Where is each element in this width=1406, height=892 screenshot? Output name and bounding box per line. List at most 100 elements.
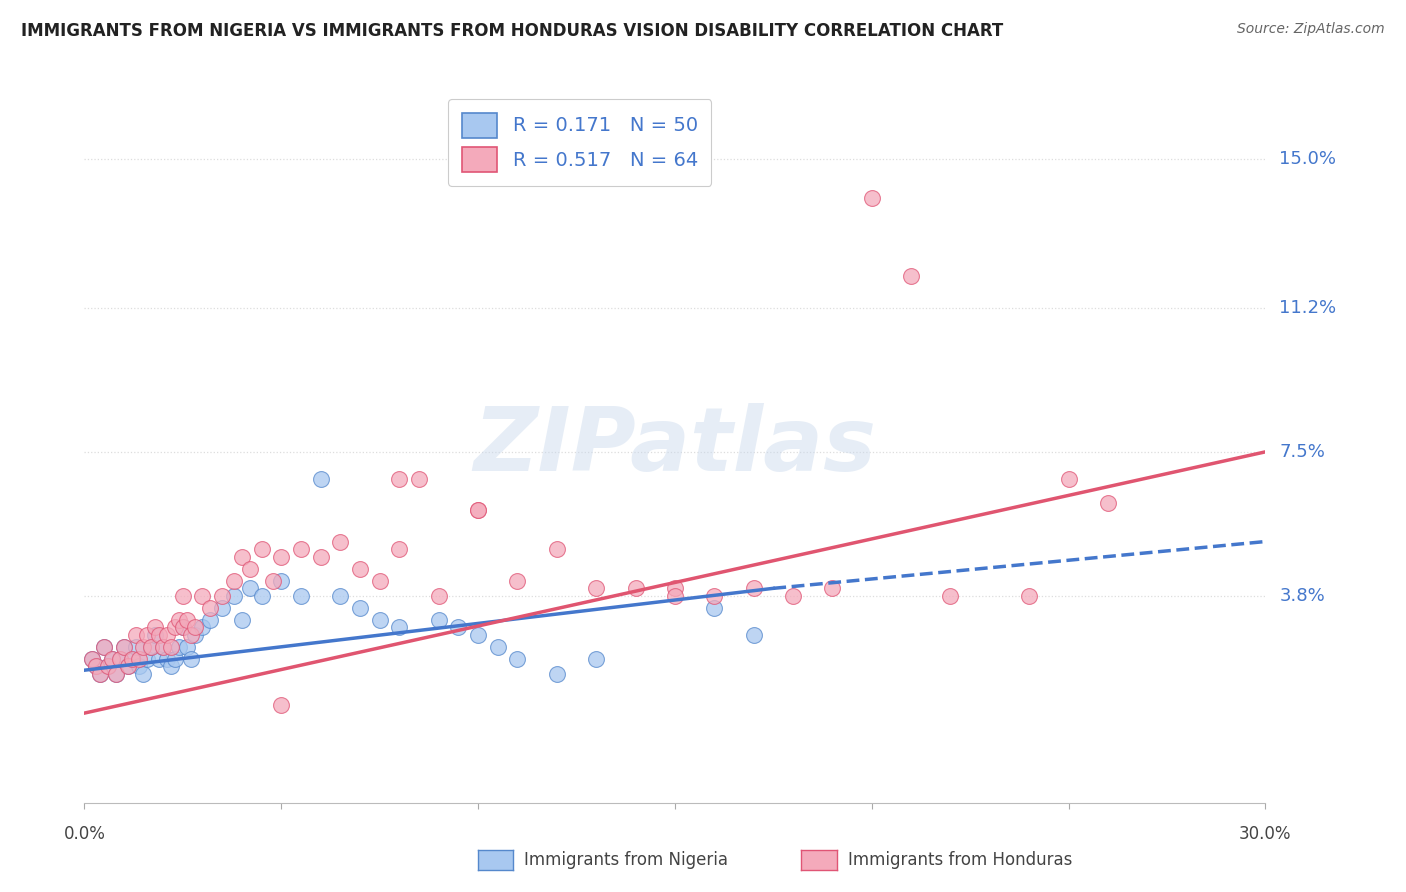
Point <box>262 574 284 588</box>
Text: IMMIGRANTS FROM NIGERIA VS IMMIGRANTS FROM HONDURAS VISION DISABILITY CORRELATIO: IMMIGRANTS FROM NIGERIA VS IMMIGRANTS FR… <box>21 22 1004 40</box>
Point <box>117 659 139 673</box>
Point <box>290 542 312 557</box>
Point <box>84 659 107 673</box>
Point <box>270 574 292 588</box>
Point <box>148 651 170 665</box>
Point <box>101 651 124 665</box>
Point <box>821 582 844 596</box>
Point <box>167 613 190 627</box>
Point <box>93 640 115 654</box>
Point <box>160 640 183 654</box>
Point <box>585 582 607 596</box>
Point <box>900 269 922 284</box>
Point <box>172 620 194 634</box>
Point <box>368 574 391 588</box>
Point <box>349 562 371 576</box>
Point <box>427 613 450 627</box>
Point <box>250 589 273 603</box>
Text: 7.5%: 7.5% <box>1279 442 1326 461</box>
Text: Immigrants from Nigeria: Immigrants from Nigeria <box>524 851 728 869</box>
Point <box>128 651 150 665</box>
Text: 3.8%: 3.8% <box>1279 587 1324 605</box>
Point <box>742 628 765 642</box>
Text: 15.0%: 15.0% <box>1279 151 1336 169</box>
Point <box>703 600 725 615</box>
Point <box>108 651 131 665</box>
Point <box>250 542 273 557</box>
Point <box>156 651 179 665</box>
Point <box>703 589 725 603</box>
Point <box>329 534 352 549</box>
Point <box>231 550 253 565</box>
Point <box>112 640 135 654</box>
Point <box>82 651 104 665</box>
Point <box>160 659 183 673</box>
Point <box>84 659 107 673</box>
Point <box>1097 495 1119 509</box>
Point <box>121 651 143 665</box>
Point <box>270 550 292 565</box>
Point <box>117 659 139 673</box>
Point <box>211 600 233 615</box>
Point <box>231 613 253 627</box>
Point <box>239 562 262 576</box>
Point <box>239 582 262 596</box>
Point <box>148 628 170 642</box>
Point <box>172 620 194 634</box>
Point <box>860 191 883 205</box>
Point <box>486 640 509 654</box>
Point <box>1018 589 1040 603</box>
Text: Immigrants from Honduras: Immigrants from Honduras <box>848 851 1073 869</box>
Point <box>136 651 159 665</box>
Text: 30.0%: 30.0% <box>1239 825 1292 843</box>
Point <box>388 472 411 486</box>
Point <box>156 628 179 642</box>
Point <box>141 640 163 654</box>
Text: ZIPatlas: ZIPatlas <box>474 402 876 490</box>
Point <box>222 574 245 588</box>
Point <box>132 667 155 681</box>
Point <box>309 550 332 565</box>
Point <box>368 613 391 627</box>
Point <box>664 582 686 596</box>
Point <box>101 651 124 665</box>
Point <box>447 620 470 634</box>
Point <box>309 472 332 486</box>
Point <box>664 589 686 603</box>
Point <box>176 613 198 627</box>
Text: 11.2%: 11.2% <box>1279 299 1337 317</box>
Point <box>349 600 371 615</box>
Point <box>97 659 120 673</box>
Point <box>191 620 214 634</box>
Point <box>93 640 115 654</box>
Point <box>388 620 411 634</box>
Point <box>112 640 135 654</box>
Point <box>89 667 111 681</box>
Point <box>128 659 150 673</box>
Point <box>167 640 190 654</box>
Point <box>211 589 233 603</box>
Point <box>132 640 155 654</box>
Point <box>329 589 352 603</box>
Point <box>136 628 159 642</box>
Point <box>427 589 450 603</box>
Point <box>89 667 111 681</box>
Point <box>467 503 489 517</box>
Point <box>172 589 194 603</box>
Point <box>180 651 202 665</box>
Point <box>506 574 529 588</box>
Point <box>143 620 166 634</box>
Point <box>467 628 489 642</box>
Point <box>388 542 411 557</box>
Point <box>200 613 222 627</box>
Point <box>546 542 568 557</box>
Point <box>152 640 174 654</box>
Point <box>939 589 962 603</box>
Point <box>124 640 146 654</box>
Point <box>163 651 186 665</box>
Point <box>222 589 245 603</box>
Point <box>467 503 489 517</box>
Point <box>183 628 205 642</box>
Point <box>191 589 214 603</box>
Point <box>1057 472 1080 486</box>
